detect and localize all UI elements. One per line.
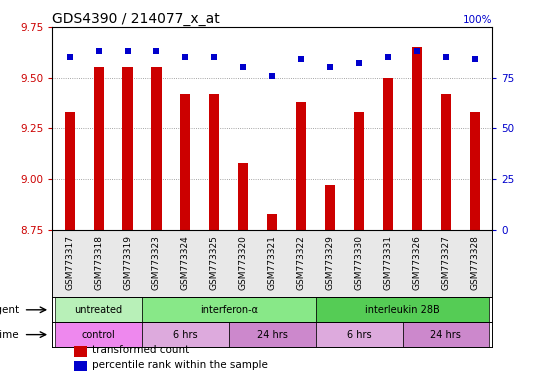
Text: GSM773318: GSM773318 [94, 235, 103, 290]
Text: GSM773319: GSM773319 [123, 235, 132, 290]
Bar [74, 361, 86, 371]
Point [442, 54, 450, 60]
Text: GDS4390 / 214077_x_at: GDS4390 / 214077_x_at [52, 12, 220, 26]
Text: 6 hrs: 6 hrs [347, 329, 371, 339]
Point [297, 56, 306, 63]
Bar [412, 47, 422, 230]
Point [326, 65, 334, 71]
Text: GSM773328: GSM773328 [470, 235, 480, 290]
Point [94, 48, 103, 54]
Bar [383, 78, 393, 230]
Point [470, 56, 479, 63]
Bar [123, 68, 133, 230]
Point [181, 54, 190, 60]
Point [123, 48, 132, 54]
Bar [74, 346, 86, 357]
Text: 24 hrs: 24 hrs [257, 329, 288, 339]
Text: GSM773323: GSM773323 [152, 235, 161, 290]
Point [210, 54, 219, 60]
Bar [267, 214, 277, 230]
Text: 100%: 100% [463, 15, 492, 25]
Text: GSM773324: GSM773324 [181, 235, 190, 290]
Text: GSM773331: GSM773331 [383, 235, 393, 290]
Text: GSM773322: GSM773322 [296, 235, 306, 290]
Bar [94, 68, 103, 230]
Point [239, 65, 248, 71]
Text: GSM773317: GSM773317 [65, 235, 74, 290]
Text: GSM773320: GSM773320 [239, 235, 248, 290]
Text: transformed count: transformed count [92, 345, 189, 355]
Bar [229, 322, 316, 347]
Bar [180, 94, 190, 230]
Text: GSM773327: GSM773327 [442, 235, 450, 290]
Bar [55, 298, 142, 322]
Text: 6 hrs: 6 hrs [173, 329, 197, 339]
Bar [296, 102, 306, 230]
Text: GSM773329: GSM773329 [326, 235, 334, 290]
Bar [441, 94, 451, 230]
Text: interleukin 28B: interleukin 28B [365, 305, 440, 315]
Text: untreated: untreated [74, 305, 123, 315]
Bar [142, 298, 316, 322]
Bar [55, 322, 142, 347]
Bar [238, 163, 249, 230]
Bar [210, 94, 219, 230]
Text: agent: agent [0, 305, 19, 315]
Text: control: control [82, 329, 116, 339]
Bar [316, 298, 490, 322]
Point [268, 73, 277, 79]
Text: interferon-α: interferon-α [200, 305, 258, 315]
Text: time: time [0, 329, 19, 339]
Bar [325, 185, 335, 230]
Bar [354, 112, 364, 230]
Text: GSM773321: GSM773321 [268, 235, 277, 290]
Bar [151, 68, 162, 230]
Point [152, 48, 161, 54]
Bar [470, 112, 480, 230]
Bar [403, 322, 490, 347]
Point [412, 48, 421, 54]
Point [355, 60, 364, 66]
Text: GSM773326: GSM773326 [412, 235, 421, 290]
Point [65, 54, 74, 60]
Point [384, 54, 393, 60]
Bar [316, 322, 403, 347]
Bar [142, 322, 229, 347]
Text: 24 hrs: 24 hrs [431, 329, 461, 339]
Text: percentile rank within the sample: percentile rank within the sample [92, 359, 268, 369]
Text: GSM773330: GSM773330 [355, 235, 364, 290]
Bar [64, 112, 75, 230]
Text: GSM773325: GSM773325 [210, 235, 219, 290]
